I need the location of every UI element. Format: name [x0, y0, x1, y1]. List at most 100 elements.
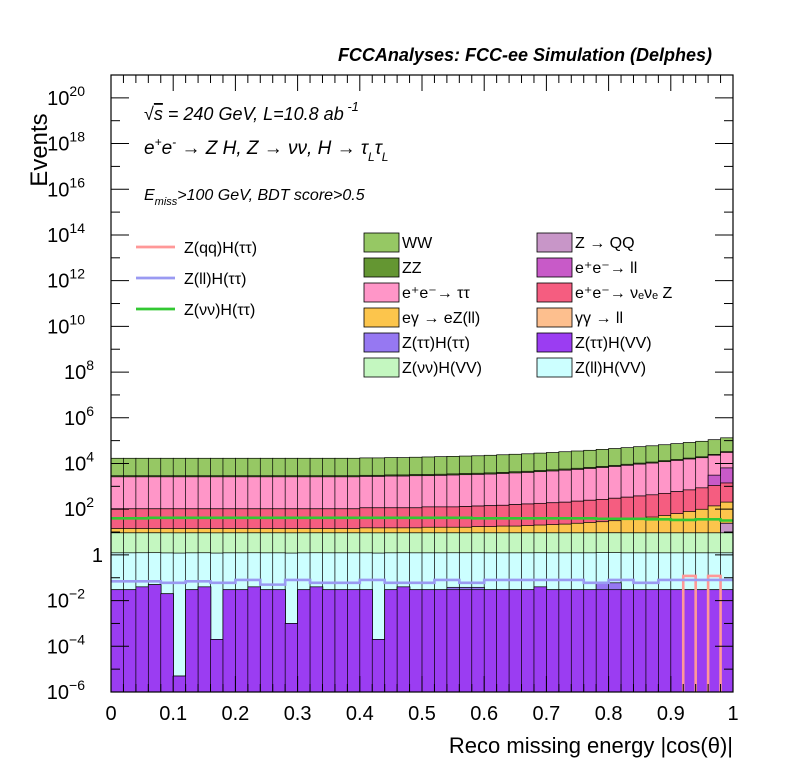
y-tick-label: 1014	[47, 220, 85, 247]
legend-label: eγ → eZ(ll)	[402, 310, 480, 327]
legend-label: Z(ll)H(VV)	[575, 360, 646, 377]
bar-z-h-vv	[371, 639, 386, 692]
legend-swatch-z-qq	[536, 232, 573, 253]
legend-swatch-e-e-z	[536, 282, 573, 303]
bar-z-h-vv	[558, 589, 572, 692]
y-tick-label: 10−6	[47, 677, 85, 704]
bar-z-h-vv	[235, 589, 249, 692]
legend-label: Z(ττ)H(ττ)	[402, 335, 470, 352]
x-tick-label: 0.1	[159, 703, 187, 725]
annotation-cuts: Emiss>100 GeV, BDT score>0.5	[144, 187, 365, 208]
x-tick-label: 0.5	[408, 703, 436, 725]
legend-swatch-e-ez-ll	[363, 307, 400, 328]
legend-label: e⁺e⁻→ ll	[575, 260, 637, 277]
bar-z-h-vv	[695, 589, 709, 692]
bar-z-h-vv	[396, 586, 411, 692]
bar-z-h-vv	[222, 589, 237, 692]
legend-swatch-zz	[363, 257, 400, 278]
y-tick-label: 1012	[47, 266, 85, 293]
bar-z-h-vv	[384, 589, 398, 692]
bar-z-h-vv	[670, 589, 684, 692]
bar-z-h-vv	[471, 589, 485, 692]
y-tick-label: 102	[64, 494, 94, 521]
bar-z-h-vv	[434, 589, 448, 692]
x-tick-label: 1	[727, 703, 738, 725]
bar-z-h-vv	[359, 589, 373, 692]
x-tick-label: 0.9	[657, 703, 685, 725]
y-tick-label: 104	[64, 448, 94, 475]
svg-text:Emiss>100 GeV, BDT score>0.5: Emiss>100 GeV, BDT score>0.5	[144, 187, 365, 208]
legend-swatch-z-h-vv	[536, 332, 573, 353]
legend-label: Z(νν)H(ττ)	[184, 302, 255, 319]
line-z-h	[111, 516, 733, 522]
y-tick-label: 1016	[47, 174, 85, 201]
bar-z-h-vv	[483, 589, 498, 692]
legend: Z(qq)H(ττ) Z(ll)H(ττ) Z(νν)H(ττ) WW ZZ e⁺e⁻→ …	[136, 232, 672, 378]
bar-z-h-vv	[521, 589, 535, 692]
legend-swatch-e-e	[363, 282, 400, 303]
legend-swatch-ww	[363, 232, 400, 253]
y-tick-label: 1020	[47, 83, 85, 110]
bar-z-h-vv	[123, 589, 137, 692]
bar-z-h-vv	[247, 586, 261, 692]
bar-z-h-vv	[658, 589, 672, 692]
y-axis-label: Events	[26, 113, 53, 186]
bar-z-h-vv	[272, 589, 286, 692]
legend-swatch-e-e-ll	[536, 257, 573, 278]
legend-label: Z(ll)H(ττ)	[184, 271, 246, 288]
legend-swatch-ll	[536, 307, 573, 328]
legend-label: Z(qq)H(ττ)	[184, 240, 257, 257]
bar-z-h-vv	[197, 586, 212, 692]
bar-z-h-vv	[707, 589, 722, 692]
x-tick-label: 0.4	[346, 703, 374, 725]
svg-text:e+e- → Z H, Z → νν, H → τLτL: e+e- → Z H, Z → νν, H → τLτL	[144, 135, 388, 164]
bar-z-h-vv	[595, 589, 610, 692]
annotation-sqrt-s: √s = 240 GeV, L=10.8 ab -1	[144, 99, 359, 124]
bar-z-h-vv	[682, 589, 697, 692]
legend-label: Z(ττ)H(VV)	[575, 335, 652, 352]
legend-swatch-z-h	[363, 332, 400, 353]
y-tick-label: 108	[64, 357, 94, 384]
y-tick-label: 1	[92, 545, 103, 567]
bar-z-h-vv	[633, 589, 647, 692]
y-tick-label: 1010	[47, 311, 85, 338]
legend-label: e⁺e⁻→ ττ	[402, 285, 470, 302]
bar-z-h-vv	[172, 675, 187, 692]
bar-z-h-vv	[160, 593, 174, 692]
bar-z-h-vv	[135, 586, 149, 692]
y-tick-label: 1018	[47, 129, 85, 156]
x-axis-label: Reco missing energy |cos(θ)|	[449, 733, 733, 758]
annotation-process: e+e- → Z H, Z → νν, H → τLτL	[144, 135, 388, 164]
bar-z-h-vv	[720, 589, 733, 692]
bar-z-h-vv	[620, 589, 635, 692]
x-tick-label: 0.2	[221, 703, 249, 725]
bar-z-h-vv	[347, 589, 361, 692]
bar-z-h-vv	[533, 586, 548, 692]
x-tick-label: 0.6	[470, 703, 498, 725]
legend-label: Z → QQ	[575, 235, 635, 252]
bar-z-h-vv	[259, 589, 274, 692]
bar-z-h-vv	[284, 623, 299, 692]
legend-label: γγ → ll	[575, 310, 623, 327]
x-tick-label: 0.7	[532, 703, 560, 725]
stack-z-h-vv	[111, 584, 733, 692]
bar-z-h-vv	[570, 589, 585, 692]
legend-label: ZZ	[402, 260, 422, 277]
bar-z-h-vv	[185, 589, 199, 692]
y-tick-label: 10−2	[47, 586, 85, 613]
bar-z-h-vv	[645, 589, 660, 692]
bar-z-h-vv	[508, 589, 523, 692]
bar-z-h-vv	[322, 589, 336, 692]
bar-z-h-vv	[334, 589, 349, 692]
bar-z-h-vv	[297, 589, 311, 692]
axis-ticks: 0 0.1 0.2 0.3 0.4 0.5 0.6 0.7 0.8 0.9 1 10−6 10−4 10−…	[47, 74, 739, 725]
bar-z-h-vv	[608, 589, 622, 692]
bar-z-h-vv	[546, 589, 560, 692]
legend-label: WW	[402, 235, 433, 252]
x-tick-label: 0	[105, 703, 116, 725]
signal-lines	[111, 516, 733, 692]
svg-text:√s = 240 GeV, L=10.8 ab -1: √s = 240 GeV, L=10.8 ab -1	[144, 99, 359, 124]
bar-z-h-vv	[458, 589, 473, 692]
chart-title: FCCAnalyses: FCC-ee Simulation (Delphes)	[338, 45, 712, 65]
bar-z-h-vv	[421, 589, 436, 692]
